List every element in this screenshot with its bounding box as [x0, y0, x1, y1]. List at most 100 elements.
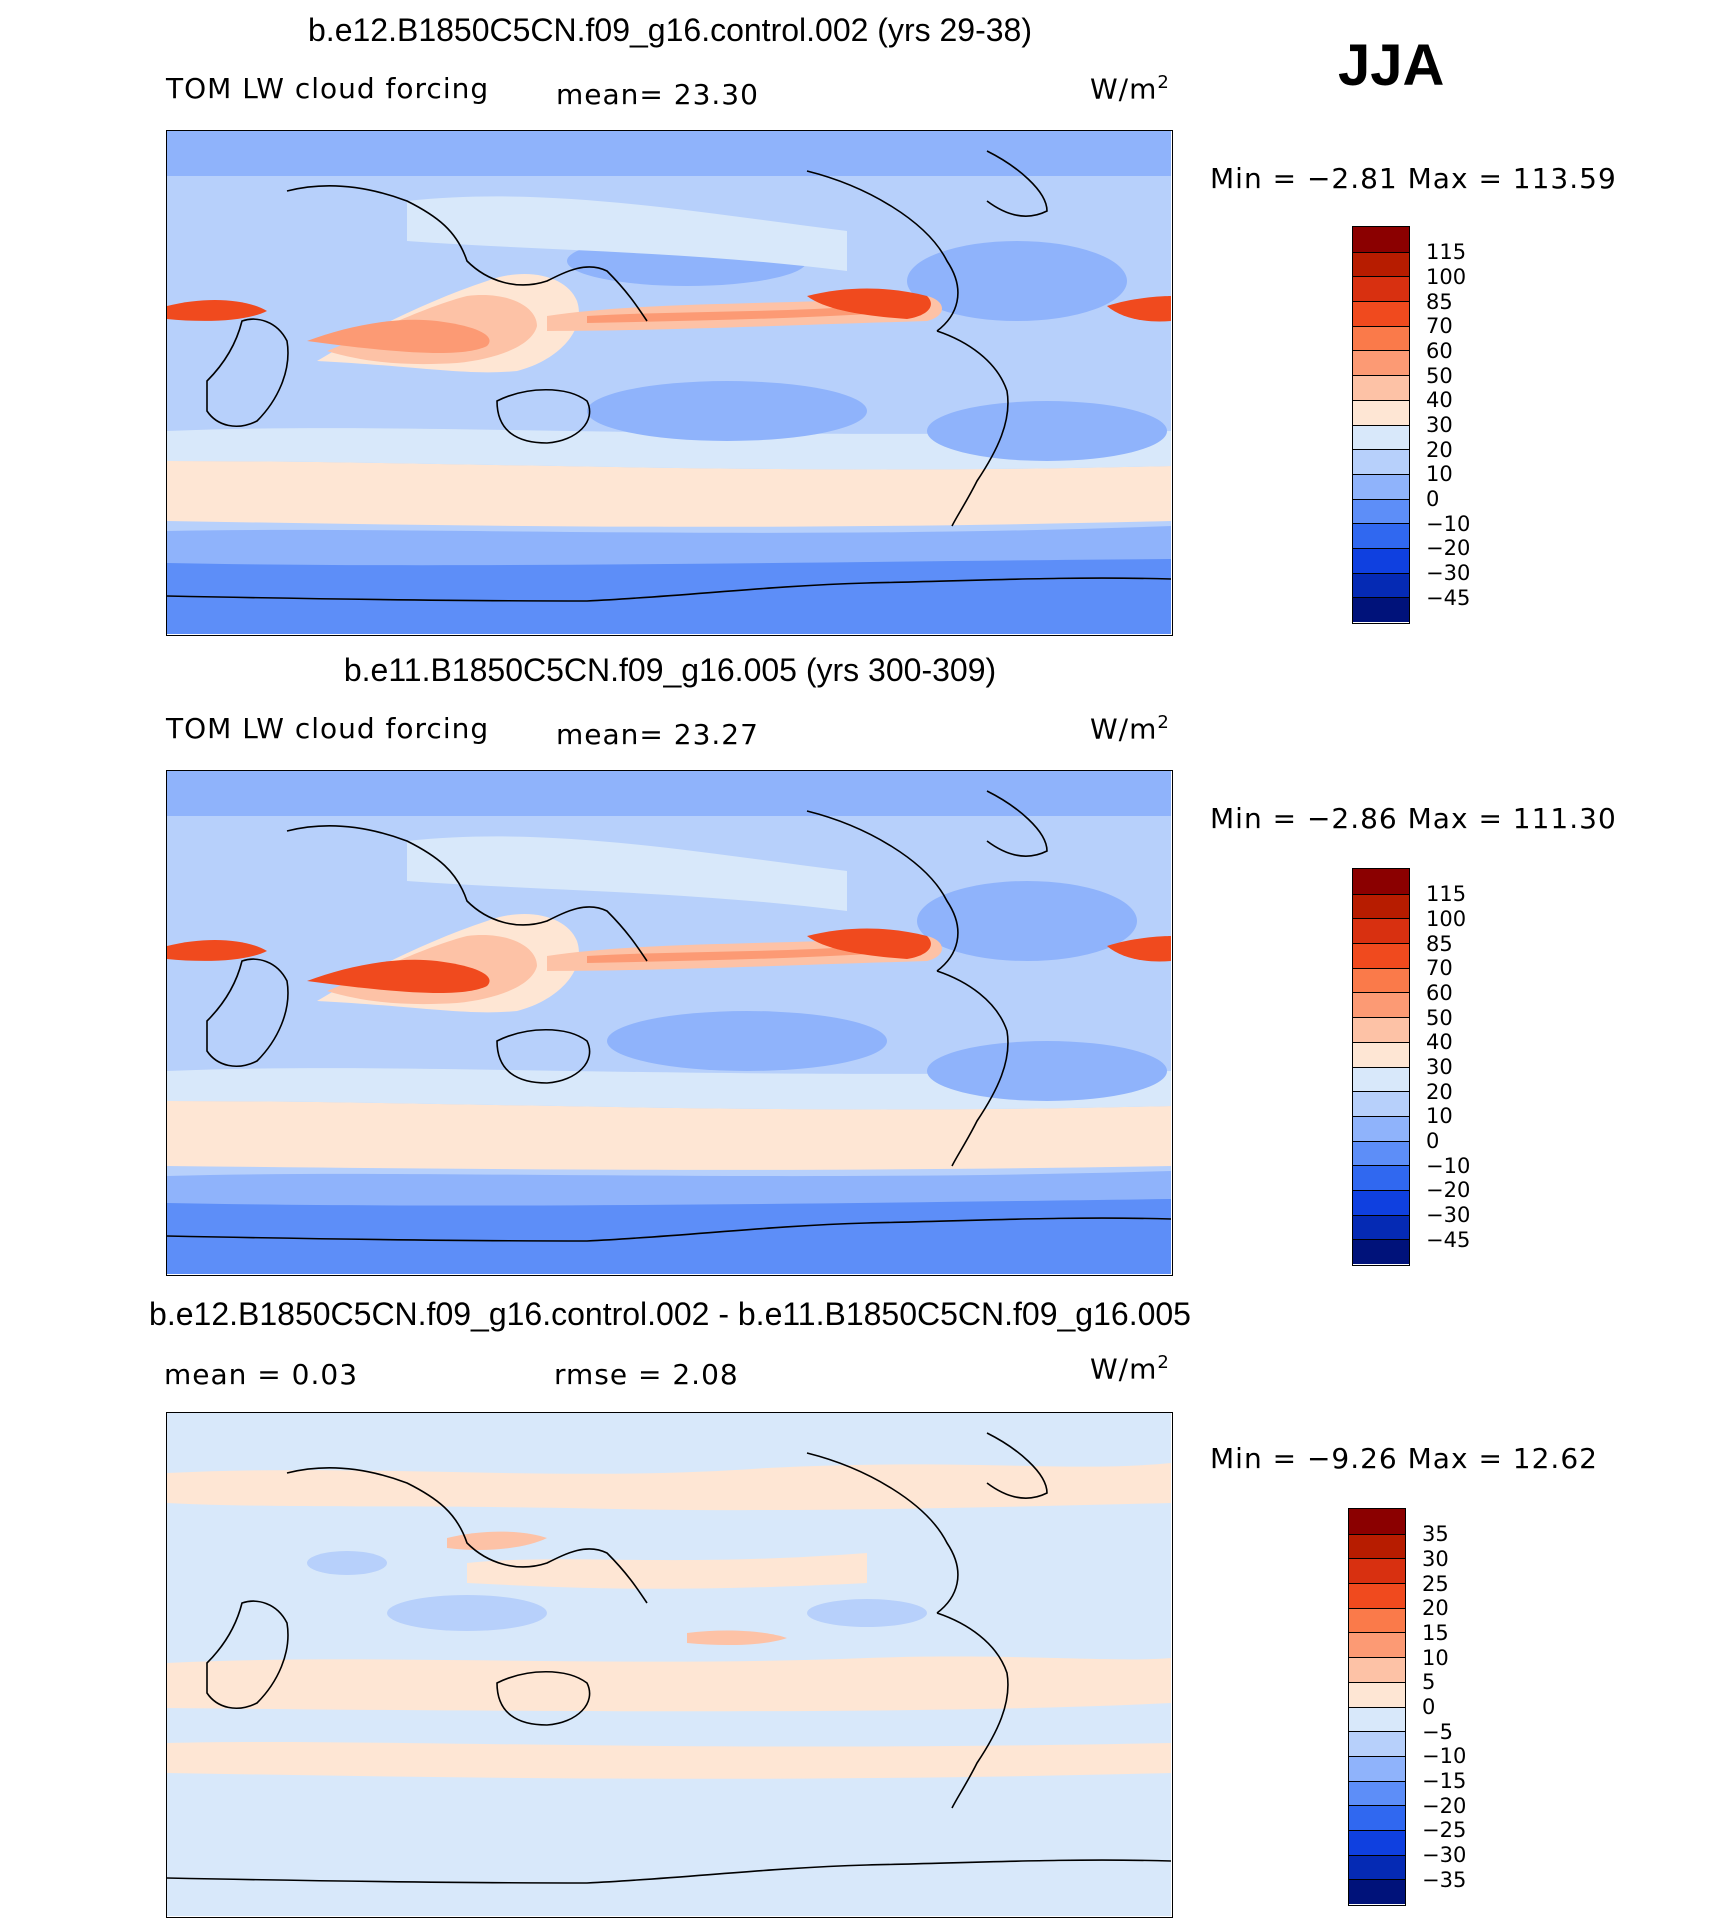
colorbar-2-segment	[1353, 1239, 1409, 1264]
colorbar-2-segment	[1353, 1115, 1409, 1141]
colorbar-1-tick-label: 20	[1426, 437, 1453, 462]
panel-1-variable-label: TOM LW cloud forcing	[166, 72, 490, 105]
panel-3-units: W/m2	[1090, 1352, 1170, 1386]
colorbar-2-tick-label: 100	[1426, 906, 1467, 931]
colorbar-2-segment	[1353, 1041, 1409, 1067]
colorbar-1-tick-label: 70	[1426, 314, 1453, 339]
panel-3-map-svg	[167, 1413, 1171, 1916]
colorbar-3-tick-label: −35	[1422, 1867, 1467, 1892]
colorbar-2-segment	[1353, 1189, 1409, 1215]
colorbar-1-tick-label: −20	[1426, 536, 1471, 561]
colorbar-2-tick-label: 30	[1426, 1055, 1453, 1079]
colorbar-2-segment	[1353, 918, 1409, 944]
colorbar-2-segment	[1353, 1214, 1409, 1240]
colorbar-3-tick-label: 5	[1422, 1670, 1436, 1695]
colorbar-2-tick-label: 40	[1426, 1030, 1453, 1055]
colorbar-2-tick-label: 20	[1426, 1079, 1453, 1104]
colorbar-2-tick-label: 60	[1426, 980, 1453, 1005]
panel-1-mean-label: mean= 23.30	[556, 78, 759, 111]
colorbar-3-tick-label: −20	[1422, 1793, 1467, 1818]
colorbar-1-tick-label: 85	[1426, 289, 1453, 314]
panel-2-title: b.e11.B1850C5CN.f09_g16.005 (yrs 300-309…	[343, 652, 997, 688]
colorbar-1-segment	[1353, 325, 1409, 351]
panel-1-units: W/m2	[1090, 72, 1170, 106]
colorbar-3-tick-label: 10	[1422, 1645, 1449, 1670]
colorbar-1-tick-label: −30	[1426, 561, 1471, 586]
colorbar-2-tick-label: −10	[1426, 1153, 1471, 1178]
colorbar-2-tick-label: −45	[1426, 1227, 1471, 1252]
colorbar-2-tick-label: 115	[1426, 882, 1467, 907]
colorbar-3-segment	[1349, 1780, 1405, 1806]
colorbar-3-tick-label: 30	[1422, 1546, 1449, 1571]
colorbar-3-tick-label: −15	[1422, 1769, 1467, 1794]
season-label: JJA	[1338, 33, 1445, 98]
colorbar-3-segment	[1349, 1509, 1405, 1534]
colorbar-1-tick-label: 10	[1426, 462, 1453, 487]
colorbar-3-segment	[1349, 1583, 1405, 1608]
colorbar-1-tick-label: −45	[1426, 585, 1471, 610]
colorbar-1-tick-label: 115	[1426, 240, 1467, 265]
colorbar-2-segment	[1353, 893, 1409, 919]
colorbar-3-tick-label: 25	[1422, 1571, 1449, 1596]
colorbar-3-tick-label: 0	[1422, 1695, 1436, 1719]
colorbar-2-tick-label: 70	[1426, 956, 1453, 981]
panel-2-map	[166, 770, 1173, 1276]
colorbar-1-tick-label: −10	[1426, 511, 1471, 536]
colorbar-3-segment	[1349, 1558, 1405, 1584]
colorbar-2-segment	[1353, 1091, 1409, 1116]
colorbar-2-segment	[1353, 1066, 1409, 1092]
colorbar-3-segment	[1349, 1681, 1405, 1707]
panel-3-mean-label: mean = 0.03	[164, 1358, 359, 1391]
colorbar-3-tick-label: −5	[1422, 1719, 1453, 1744]
panel-1-colorbar	[1352, 226, 1410, 624]
colorbar-1-tick-label: 60	[1426, 338, 1453, 363]
colorbar-3-segment	[1349, 1805, 1405, 1830]
colorbar-1-tick-label: 0	[1426, 487, 1440, 512]
colorbar-3-segment	[1349, 1706, 1405, 1732]
panel-3-minmax: Min = −9.26 Max = 12.62	[1210, 1442, 1598, 1475]
panel-2-variable-label: TOM LW cloud forcing	[166, 712, 490, 745]
panel-2-colorbar	[1352, 868, 1410, 1266]
colorbar-1-segment	[1353, 424, 1409, 450]
panel-1-map-svg	[167, 131, 1171, 634]
colorbar-2-tick-label: 0	[1426, 1129, 1440, 1154]
colorbar-3-segment	[1349, 1854, 1405, 1880]
colorbar-1-tick-label: 50	[1426, 363, 1453, 388]
colorbar-1-segment	[1353, 375, 1409, 400]
colorbar-2-segment	[1353, 943, 1409, 968]
colorbar-1-segment	[1353, 276, 1409, 302]
panel-3-title: b.e12.B1850C5CN.f09_g16.control.002 - b.…	[149, 1296, 1191, 1332]
colorbar-1-segment	[1353, 473, 1409, 499]
colorbar-2-tick-label: 10	[1426, 1104, 1453, 1129]
colorbar-2-segment	[1353, 992, 1409, 1018]
colorbar-1-segment	[1353, 547, 1409, 573]
colorbar-1-segment	[1353, 498, 1409, 524]
panel-3-colorbar	[1348, 1508, 1406, 1906]
colorbar-3-tick-label: −30	[1422, 1843, 1467, 1868]
colorbar-2-tick-label: −20	[1426, 1178, 1471, 1203]
panel-2-units: W/m2	[1090, 712, 1170, 746]
colorbar-1-segment	[1353, 350, 1409, 376]
colorbar-2-tick-label: 50	[1426, 1005, 1453, 1030]
colorbar-1-segment	[1353, 227, 1409, 252]
colorbar-1-segment	[1353, 572, 1409, 598]
colorbar-3-tick-label: 15	[1422, 1620, 1449, 1645]
colorbar-3-segment	[1349, 1632, 1405, 1658]
panel-1-map	[166, 130, 1173, 636]
colorbar-2-tick-label: 85	[1426, 931, 1453, 956]
colorbar-3-tick-label: 35	[1422, 1522, 1449, 1547]
colorbar-3-segment	[1349, 1533, 1405, 1559]
colorbar-1-tick-label: 40	[1426, 388, 1453, 413]
colorbar-1-segment	[1353, 449, 1409, 474]
colorbar-3-tick-label: −10	[1422, 1744, 1467, 1769]
colorbar-3-tick-label: −25	[1422, 1818, 1467, 1843]
colorbar-3-segment	[1349, 1607, 1405, 1633]
panel-2-map-svg	[167, 771, 1171, 1274]
panel-1-title: b.e12.B1850C5CN.f09_g16.control.002 (yrs…	[308, 12, 1032, 48]
colorbar-1-tick-label: 100	[1426, 264, 1467, 289]
colorbar-1-segment	[1353, 399, 1409, 425]
colorbar-3-segment	[1349, 1731, 1405, 1756]
colorbar-1-tick-label: 30	[1426, 413, 1453, 437]
colorbar-2-tick-label: −30	[1426, 1203, 1471, 1228]
panel-1-minmax: Min = −2.81 Max = 113.59	[1210, 162, 1617, 195]
